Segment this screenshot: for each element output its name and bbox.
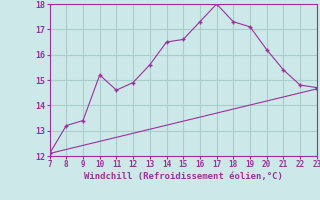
X-axis label: Windchill (Refroidissement éolien,°C): Windchill (Refroidissement éolien,°C) <box>84 172 283 181</box>
